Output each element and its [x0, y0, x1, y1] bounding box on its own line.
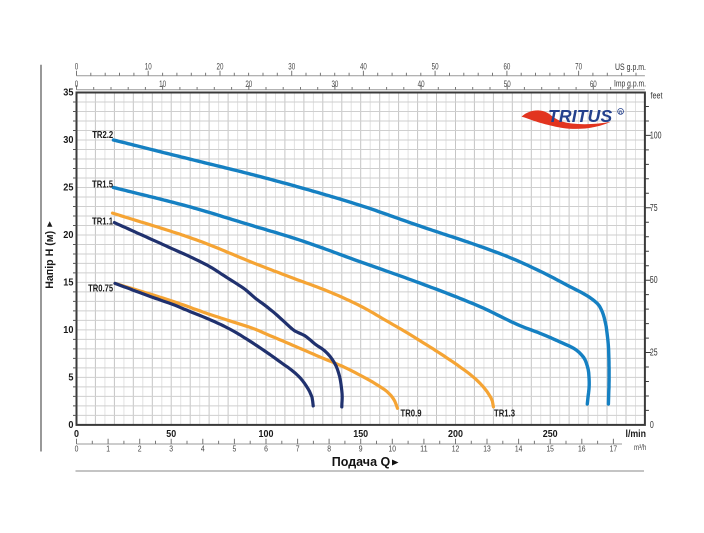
svg-text:9: 9: [359, 445, 363, 454]
svg-text:TRITUS: TRITUS: [548, 106, 613, 126]
svg-text:1: 1: [106, 445, 110, 454]
svg-text:8: 8: [327, 445, 331, 454]
svg-text:4: 4: [201, 445, 205, 454]
svg-text:250: 250: [543, 429, 558, 440]
svg-text:30: 30: [63, 135, 74, 146]
svg-text:16: 16: [578, 445, 586, 454]
svg-text:200: 200: [448, 429, 463, 440]
svg-text:15: 15: [63, 277, 74, 288]
svg-text:0: 0: [75, 62, 79, 72]
svg-text:17: 17: [610, 445, 618, 454]
svg-text:0: 0: [68, 420, 74, 431]
svg-text:feet: feet: [651, 91, 663, 101]
svg-text:TR1.1: TR1.1: [92, 216, 113, 227]
svg-text:Imp g.p.m.: Imp g.p.m.: [614, 79, 646, 89]
svg-text:0: 0: [75, 445, 79, 454]
svg-text:100: 100: [650, 130, 662, 141]
svg-text:10: 10: [63, 325, 74, 336]
svg-text:TR1.5: TR1.5: [92, 180, 113, 191]
svg-text:50: 50: [504, 79, 511, 89]
svg-text:30: 30: [331, 79, 338, 89]
svg-text:50: 50: [166, 429, 176, 440]
svg-text:75: 75: [650, 203, 658, 214]
svg-text:7: 7: [296, 445, 300, 454]
svg-text:TR0.75: TR0.75: [88, 284, 113, 295]
svg-text:60: 60: [590, 79, 597, 89]
svg-text:40: 40: [418, 79, 425, 89]
svg-text:150: 150: [353, 429, 368, 440]
svg-text:10: 10: [145, 62, 152, 72]
svg-text:25: 25: [63, 183, 74, 194]
svg-text:20: 20: [245, 79, 252, 89]
svg-text:25: 25: [650, 348, 658, 359]
svg-text:Напір H (м): Напір H (м): [44, 230, 56, 288]
svg-text:l/min: l/min: [626, 428, 647, 440]
svg-text:60: 60: [503, 62, 510, 72]
svg-text:50: 50: [650, 275, 658, 286]
svg-text:13: 13: [483, 445, 491, 454]
svg-text:20: 20: [217, 62, 224, 72]
svg-text:70: 70: [575, 62, 582, 72]
svg-text:15: 15: [546, 445, 554, 454]
svg-text:100: 100: [259, 429, 274, 440]
svg-text:12: 12: [452, 445, 460, 454]
svg-text:Подача Q: Подача Q: [332, 455, 391, 469]
svg-text:14: 14: [515, 445, 523, 454]
svg-text:US g.p.m.: US g.p.m.: [615, 62, 646, 72]
svg-text:0: 0: [650, 420, 654, 431]
svg-text:6: 6: [264, 445, 268, 454]
svg-text:0: 0: [74, 429, 79, 440]
svg-text:11: 11: [420, 445, 428, 454]
svg-text:50: 50: [432, 62, 439, 72]
svg-text:40: 40: [360, 62, 367, 72]
svg-text:0: 0: [75, 79, 79, 89]
svg-text:5: 5: [233, 445, 237, 454]
svg-text:30: 30: [288, 62, 295, 72]
svg-text:TR0.9: TR0.9: [401, 409, 422, 420]
svg-text:TR1.3: TR1.3: [494, 409, 515, 420]
svg-text:R: R: [619, 109, 622, 114]
svg-text:TR2.2: TR2.2: [92, 130, 113, 141]
svg-text:m³/h: m³/h: [634, 443, 646, 452]
svg-text:10: 10: [159, 79, 166, 89]
svg-text:20: 20: [63, 230, 74, 241]
svg-text:5: 5: [68, 372, 74, 383]
svg-text:3: 3: [169, 445, 173, 454]
svg-text:35: 35: [63, 88, 74, 99]
svg-text:10: 10: [389, 445, 397, 454]
svg-text:2: 2: [138, 445, 142, 454]
